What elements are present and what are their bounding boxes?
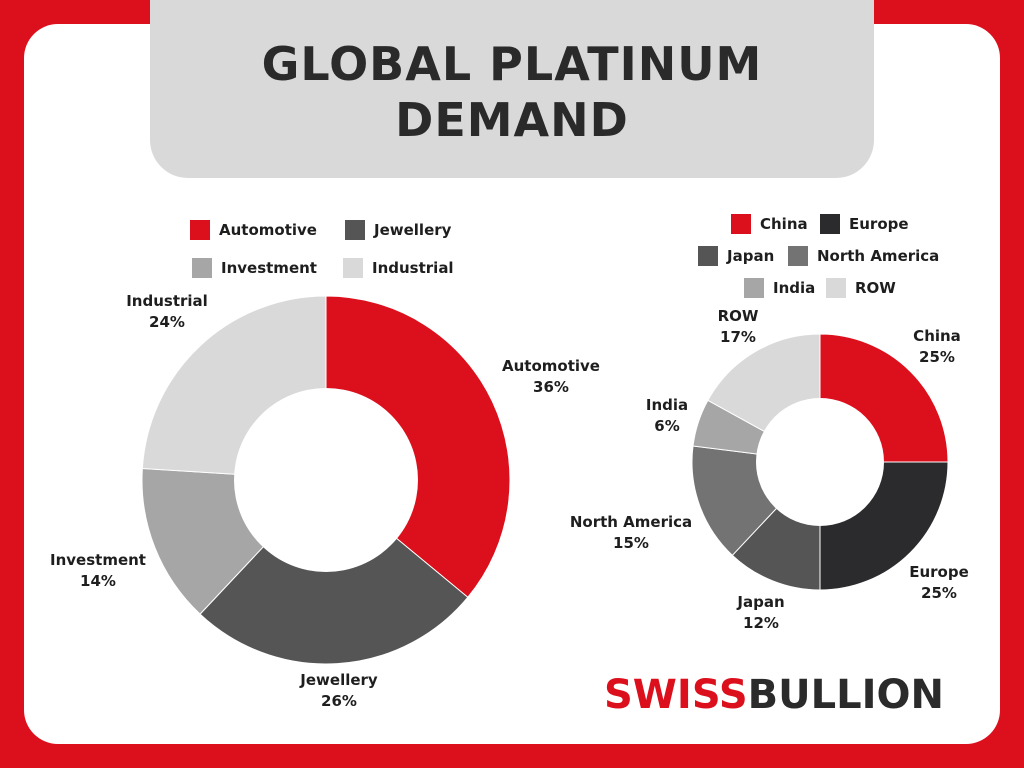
legend-label: Europe [849, 215, 909, 233]
legend-item-japan: Japan [698, 246, 774, 266]
slice-value: 25% [921, 584, 957, 602]
legend-item-automotive: Automotive [190, 220, 317, 240]
slice-value: 25% [919, 348, 955, 366]
legend-label: Automotive [219, 221, 317, 239]
legend-swatch [788, 246, 808, 266]
slice-label-jewellery: Jewellery 26% [300, 670, 377, 712]
page-title: GLOBAL PLATINUM DEMAND [262, 36, 763, 148]
legend-label: Industrial [372, 259, 454, 277]
legend-label: India [773, 279, 816, 297]
slice-category: Japan [737, 593, 785, 611]
legend-item-north-america: North America [788, 246, 939, 266]
slice-label-row: ROW 17% [718, 306, 759, 348]
legend-swatch [192, 258, 212, 278]
legend-swatch [820, 214, 840, 234]
slice-category: India [645, 396, 689, 414]
slice-value: 36% [533, 378, 569, 396]
donut-hole [756, 398, 884, 526]
slice-label-europe: Europe 25% [909, 562, 969, 604]
slice-label-north-america: North America 15% [570, 512, 692, 554]
slice-label-india: India 6% [646, 395, 688, 437]
legend-item-china: China [731, 214, 808, 234]
slice-category: North America [569, 513, 693, 531]
slice-label-automotive: Automotive 36% [502, 356, 600, 398]
legend-item-row: ROW [826, 278, 896, 298]
slice-label-china: China 25% [913, 326, 961, 368]
legend-item-industrial: Industrial [343, 258, 454, 278]
slice-label-investment: Investment 14% [50, 550, 146, 592]
legend-swatch [190, 220, 210, 240]
logo-part-bullion: BULLION [747, 672, 944, 718]
legend-swatch [345, 220, 365, 240]
legend-swatch [698, 246, 718, 266]
slice-value: 6% [654, 417, 680, 435]
title-line-2: DEMAND [395, 93, 629, 147]
slice-value: 26% [321, 692, 357, 710]
slice-category: Automotive [502, 357, 600, 375]
legend-swatch [744, 278, 764, 298]
slice-automotive [325, 295, 511, 598]
legend-label: China [760, 215, 808, 233]
legend-item-europe: Europe [820, 214, 909, 234]
legend-label: ROW [855, 279, 896, 297]
slice-value: 24% [149, 313, 185, 331]
slice-category: Jewellery [300, 671, 378, 689]
title-banner: GLOBAL PLATINUM DEMAND [150, 0, 874, 178]
legend-label: Jewellery [374, 221, 452, 239]
slice-category: ROW [717, 307, 759, 325]
legend-swatch [826, 278, 846, 298]
legend-item-investment: Investment [192, 258, 317, 278]
legend-label: Japan [727, 247, 775, 265]
legend-item-india: India [744, 278, 815, 298]
slice-category: China [913, 327, 961, 345]
slice-category: Industrial [126, 292, 208, 310]
legend-swatch [343, 258, 363, 278]
legend-swatch [731, 214, 751, 234]
slice-value: 15% [613, 534, 649, 552]
slice-category: Investment [50, 551, 146, 569]
slice-category: Europe [909, 563, 969, 581]
title-line-1: GLOBAL PLATINUM [261, 37, 763, 91]
logo-part-swiss: SWISS [604, 672, 748, 718]
slice-jewellery [199, 479, 469, 665]
slice-label-industrial: Industrial 24% [126, 291, 208, 333]
slice-value: 14% [80, 572, 116, 590]
slice-value: 17% [720, 328, 756, 346]
swissbullion-logo: SWISSBULLION [604, 672, 944, 718]
legend-label: Investment [221, 259, 317, 277]
legend-label: North America [817, 247, 940, 265]
slice-value: 12% [743, 614, 779, 632]
legend-item-jewellery: Jewellery [345, 220, 451, 240]
slice-label-japan: Japan 12% [737, 592, 784, 634]
donut-hole [234, 388, 418, 572]
